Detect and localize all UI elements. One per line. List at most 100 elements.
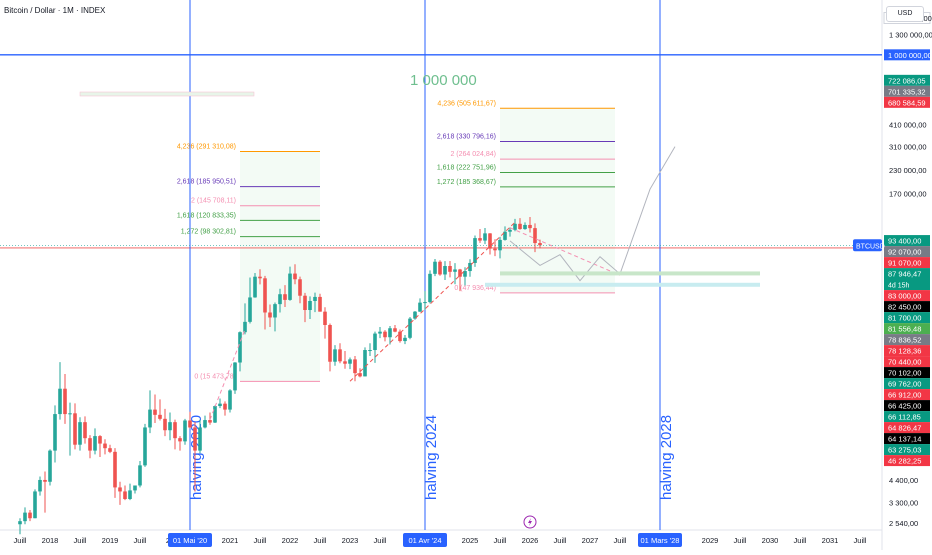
candle-body (388, 328, 392, 338)
price-tag-label: 91 070,00 (888, 259, 921, 268)
fib-level-label: 1,272 (98 302,81) (181, 229, 236, 236)
candle-body (283, 294, 287, 300)
candle-body (193, 427, 197, 451)
candle-body (38, 479, 42, 492)
price-tag-label: 93 400,00 (888, 237, 921, 246)
y-tick-label: 310 000,00 (889, 143, 927, 152)
candle-body (248, 297, 252, 322)
support-zone (500, 271, 760, 276)
candle-body (478, 238, 482, 241)
candle-body (173, 422, 177, 439)
trend-dashed-line (209, 329, 246, 420)
candle-body (143, 427, 147, 466)
price-tag (884, 444, 930, 456)
x-tick-label: 2030 (762, 536, 779, 545)
price-tag (884, 422, 930, 434)
candle-body (153, 409, 157, 415)
candle-body (93, 436, 97, 451)
x-tick-label: 2026 (522, 536, 539, 545)
price-tag-label: 701 335,32 (888, 87, 926, 96)
price-tag-label: 87 946,47 (888, 270, 921, 279)
candle-body (23, 512, 27, 522)
candle-body (458, 269, 462, 277)
candle-body (43, 479, 47, 482)
price-tag-label: 46 282,25 (888, 457, 921, 466)
candle-body (508, 229, 512, 232)
candle-body (313, 296, 317, 301)
currency-button[interactable]: USD (886, 6, 924, 22)
y-tick-label: 3 300,00 (889, 498, 918, 507)
price-tag-label: 66 425,00 (888, 402, 921, 411)
x-tick-label: Juill (734, 536, 747, 545)
x-tick-label: Juill (14, 536, 27, 545)
price-tag (884, 290, 930, 302)
candle-body (288, 273, 292, 300)
candle-body (438, 261, 442, 275)
candle-body (413, 311, 417, 319)
price-tag-label: 64 137,14 (888, 435, 921, 444)
candle-body (138, 465, 142, 486)
x-tick-label: Juill (794, 536, 807, 545)
lightning-icon-glyph (528, 518, 532, 526)
price-tag-label: 92 070,00 (888, 248, 921, 257)
price-tag (884, 367, 930, 379)
candle-body (343, 361, 347, 364)
price-tag-label: 722 086,05 (888, 76, 926, 85)
candle-body (293, 273, 297, 280)
candle-body (68, 413, 72, 415)
candle-body (333, 349, 337, 362)
candle-body (428, 273, 432, 303)
fib-level-label: 2,618 (330 796,16) (437, 133, 496, 140)
price-tag-label: 82 450,00 (888, 303, 921, 312)
candle-body (163, 418, 167, 431)
price-tag (884, 400, 930, 412)
y-tick-label: 170 000,00 (889, 190, 927, 199)
price-tag (884, 378, 930, 390)
candle-body (148, 409, 152, 428)
price-tag-label: 66 912,00 (888, 391, 921, 400)
candle-body (318, 296, 322, 312)
candle-body (378, 331, 382, 334)
price-tag (884, 323, 930, 335)
candle-body (468, 262, 472, 272)
price-tag (884, 96, 930, 108)
candle-body (183, 420, 187, 442)
candle-body (268, 312, 272, 318)
candle-body (323, 311, 327, 325)
candle-body (168, 422, 172, 431)
price-tag-countdown: 4d 15h (888, 283, 910, 290)
candle-body (158, 414, 162, 419)
x-tick-label: 2018 (42, 536, 59, 545)
x-highlight-label: 01 Avr '24 (409, 536, 442, 545)
candle-body (233, 362, 237, 391)
price-tag-label: 70 440,00 (888, 358, 921, 367)
candle-body (338, 349, 342, 362)
candle-body (363, 350, 367, 377)
fib-level-label: 2 (264 024,84) (450, 151, 496, 158)
x-tick-label: Juill (134, 536, 147, 545)
candle-body (538, 243, 542, 246)
x-tick-label: Juill (494, 536, 507, 545)
candle-body (88, 438, 92, 451)
x-tick-label: 2022 (282, 536, 299, 545)
candle-body (63, 388, 67, 415)
candle-body (463, 271, 467, 277)
candle-body (353, 359, 357, 374)
price-tag (884, 49, 930, 61)
x-highlight-tag (403, 533, 447, 547)
candle-body (208, 420, 212, 423)
x-tick-label: Juill (254, 536, 267, 545)
candle-body (453, 269, 457, 272)
halving-label: halving 2024 (423, 415, 440, 500)
candle-body (48, 450, 52, 482)
candle-body (298, 279, 302, 296)
price-tag (884, 455, 930, 467)
x-tick-label: Juill (314, 536, 327, 545)
y-tick-label: 4 400,00 (889, 476, 918, 485)
price-tag (884, 268, 930, 291)
lightning-icon (523, 515, 537, 529)
price-tag (884, 411, 930, 423)
candle-body (78, 422, 82, 445)
candle-body (383, 331, 387, 338)
